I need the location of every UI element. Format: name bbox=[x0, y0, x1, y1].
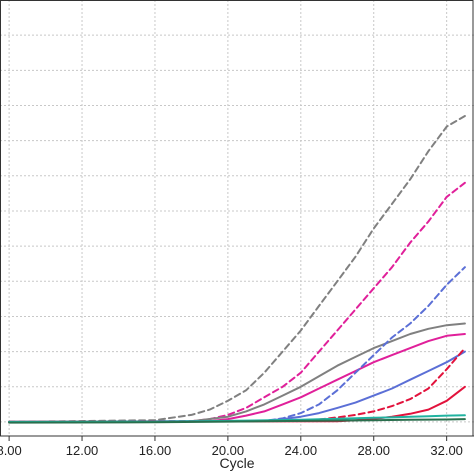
axes-layer bbox=[0, 0, 474, 437]
x-axis-title: Cycle bbox=[219, 455, 254, 471]
series-line-4 bbox=[8, 333, 466, 423]
plot-border bbox=[0, 0, 474, 437]
series-line-1 bbox=[8, 115, 466, 423]
x-tick-label: 8.00 bbox=[0, 443, 22, 458]
series-line-3 bbox=[8, 322, 466, 423]
x-tick-label: 32.00 bbox=[430, 443, 463, 458]
series-layer bbox=[8, 115, 466, 424]
series-line-5 bbox=[8, 266, 466, 423]
x-tick-label: 20.00 bbox=[212, 443, 245, 458]
ticks-layer: 8.00 12.00 16.00 20.00 24.00 28.00 32.00 bbox=[0, 436, 463, 458]
x-tick-label: 16.00 bbox=[139, 443, 172, 458]
series-line-2 bbox=[8, 181, 466, 423]
x-tick-label: 12.00 bbox=[66, 443, 99, 458]
series-line-10 bbox=[8, 418, 466, 424]
x-tick-label: 24.00 bbox=[285, 443, 318, 458]
x-tick-label: 28.00 bbox=[357, 443, 390, 458]
grid-layer bbox=[0, 0, 474, 436]
